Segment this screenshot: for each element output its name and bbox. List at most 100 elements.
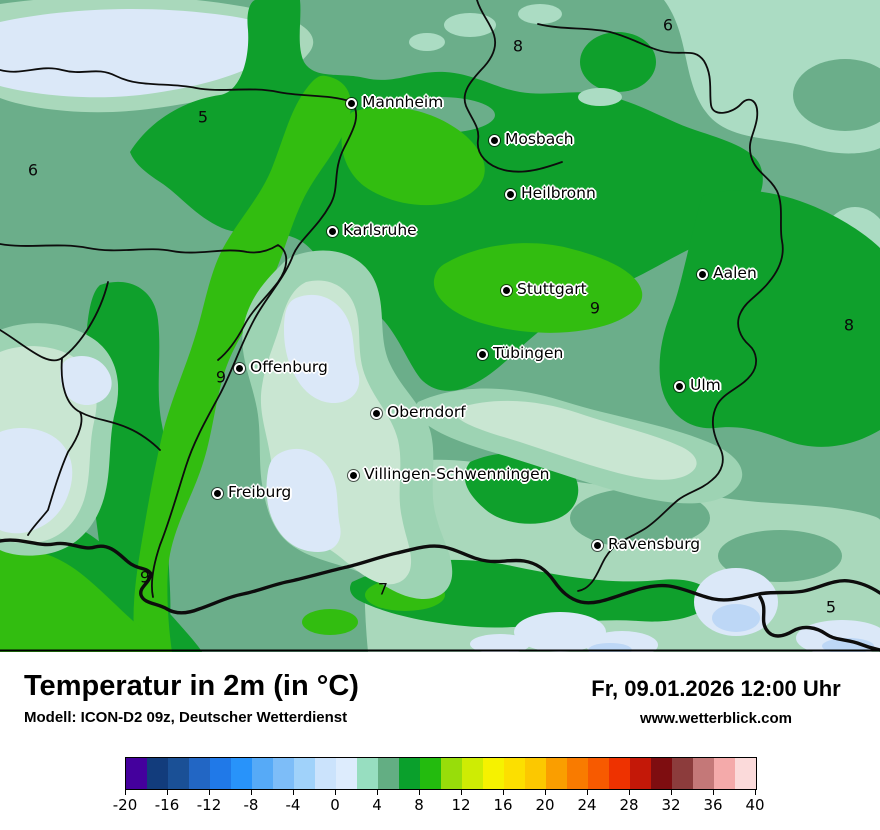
colorbar-tick-mark	[209, 790, 210, 795]
colorbar-tick-mark	[125, 790, 126, 795]
colorbar-tick-label: 4	[372, 796, 382, 814]
region-marble	[793, 59, 880, 131]
colorbar-tick-label: 28	[619, 796, 639, 814]
colorbar-segment	[714, 758, 735, 789]
city-dot-icon	[674, 381, 685, 392]
city-dot-icon	[697, 269, 708, 280]
city-label: Freiburg	[228, 483, 292, 501]
city-label: Ravensburg	[608, 535, 701, 553]
region-blue-blackforest-n	[284, 294, 360, 404]
city-dot-icon	[371, 408, 382, 419]
map-graphic	[0, 0, 880, 652]
colorbar-segment	[483, 758, 504, 789]
colorbar-tick-label: 0	[330, 796, 340, 814]
colorbar-tick-label: 8	[414, 796, 424, 814]
colorbar-tick-label: 16	[493, 796, 513, 814]
region-darkgreen-spot	[580, 32, 656, 92]
colorbar-segment	[336, 758, 357, 789]
footer	[0, 652, 880, 830]
region-darkgreen-east	[659, 190, 880, 447]
colorbar-tick-mark	[251, 790, 252, 795]
colorbar-segment	[588, 758, 609, 789]
region-pale-alb	[456, 400, 697, 480]
website-label: www.wetterblick.com	[640, 710, 792, 727]
city-dot-icon	[501, 285, 512, 296]
temperature-value-label: 8	[512, 36, 524, 56]
city-dot-icon	[212, 488, 223, 499]
colorbar-segment	[189, 758, 210, 789]
datetime-label: Fr, 09.01.2026 12:00 Uhr	[591, 676, 841, 701]
country-border	[0, 538, 880, 652]
region-marble	[718, 530, 842, 582]
city-dot-icon	[505, 189, 516, 200]
city-label: Oberndorf	[387, 403, 466, 421]
region-mint-spot	[444, 13, 496, 37]
city-label: Tübingen	[493, 344, 564, 362]
temperature-value-label: 9	[139, 567, 151, 587]
colorbar-tick-mark	[671, 790, 672, 795]
colorbar-tick-mark	[419, 790, 420, 795]
colorbar-tick-label: 20	[535, 796, 555, 814]
colorbar-segment	[504, 758, 525, 789]
page-title: Temperatur in 2m (in °C)	[24, 670, 359, 702]
temperature-value-label: 8	[843, 315, 855, 335]
colorbar-segment	[630, 758, 651, 789]
colorbar-segment	[546, 758, 567, 789]
region-mint-spot	[518, 4, 562, 24]
colorbar-tick-label: -8	[243, 796, 259, 814]
colorbar-tick-mark	[629, 790, 630, 795]
colorbar-segment	[273, 758, 294, 789]
region-blue-alps-deep	[822, 638, 874, 652]
colorbar-segment	[252, 758, 273, 789]
colorbar-tick-label: 36	[703, 796, 723, 814]
city-label: Heilbronn	[521, 184, 596, 202]
colorbar-segment	[651, 758, 672, 789]
colorbar-tick-mark	[713, 790, 714, 795]
colorbar-segment	[735, 758, 756, 789]
colorbar-segment	[567, 758, 588, 789]
region-blue-alps	[470, 634, 530, 652]
temperature-value-label: 5	[825, 597, 837, 617]
region-mint-spot	[578, 88, 622, 106]
colorbar-segment	[231, 758, 252, 789]
colorbar-tick-mark	[167, 790, 168, 795]
colorbar-segment	[378, 758, 399, 789]
temperature-value-label: 9	[215, 367, 227, 387]
city-dot-icon	[348, 470, 359, 481]
city-label: Karlsruhe	[343, 221, 417, 239]
colorbar-tick-label: 12	[451, 796, 471, 814]
colorbar-segment	[441, 758, 462, 789]
city-label: Stuttgart	[517, 280, 587, 298]
temperature-value-label: 6	[27, 160, 39, 180]
colorbar-segment	[357, 758, 378, 789]
colorbar-tick-label: 24	[577, 796, 597, 814]
region-blue-alps	[514, 612, 606, 652]
city-label: Mosbach	[505, 130, 574, 148]
colorbar-segment	[168, 758, 189, 789]
region-blue-vosges2	[0, 428, 73, 534]
city-dot-icon	[327, 226, 338, 237]
colorbar-gradient	[125, 757, 757, 790]
city-dot-icon	[234, 363, 245, 374]
city-dot-icon	[477, 349, 488, 360]
colorbar-tick-mark	[545, 790, 546, 795]
region-brightgreen-rhine	[133, 75, 352, 652]
model-info: Modell: ICON-D2 09z, Deutscher Wetterdie…	[24, 709, 348, 726]
colorbar-tick-mark	[755, 790, 756, 795]
temperature-value-label: 5	[197, 107, 209, 127]
region-blue-vosges1	[60, 355, 112, 406]
colorbar-tick-mark	[503, 790, 504, 795]
colorbar-tick-label: -4	[285, 796, 301, 814]
colorbar-segment	[294, 758, 315, 789]
city-dot-icon	[489, 135, 500, 146]
colorbar-tick-label: -20	[112, 796, 138, 814]
colorbar-tick-mark	[377, 790, 378, 795]
colorbar-tick-label: -12	[196, 796, 222, 814]
colorbar-ticks: -20 -16 -12 -8 -4 0 4 8 12 16 20 24 28 32 36 40	[113, 789, 765, 814]
temperature-value-label: 9	[589, 298, 601, 318]
colorbar-segment	[315, 758, 336, 789]
colorbar-segment	[609, 758, 630, 789]
colorbar-segment	[525, 758, 546, 789]
colorbar-tick-mark	[293, 790, 294, 795]
